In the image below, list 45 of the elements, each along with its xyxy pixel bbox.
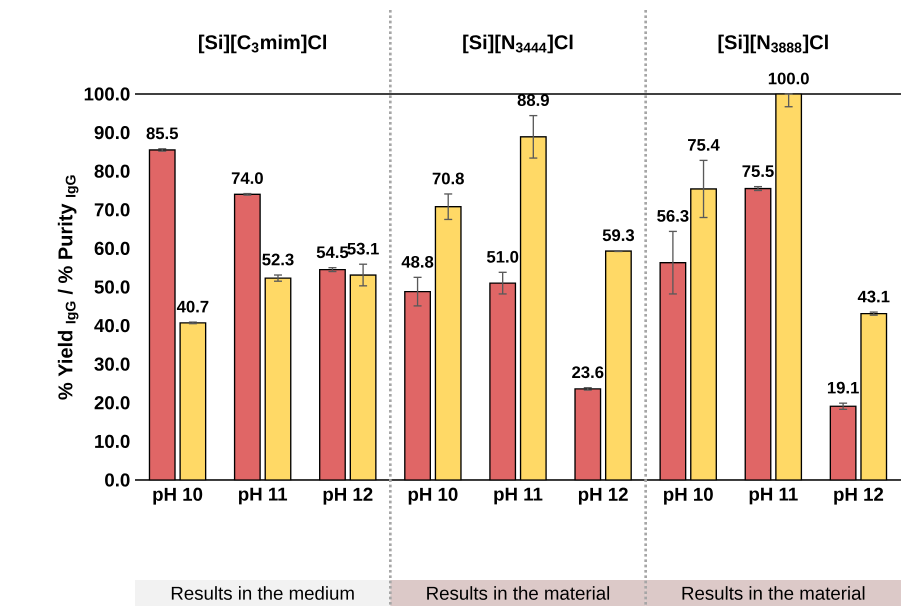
y-tick-label: 80.0	[94, 164, 130, 178]
y-axis-title: % Yield $_{IgG}$ / % Purity $_{IgG}$	[58, 175, 78, 400]
y-tick-label: 0.0	[105, 473, 130, 487]
data-label: 51.0	[486, 250, 518, 263]
x-tick-label: pH 10	[408, 488, 458, 505]
text: [Si][C$_{3}$mim]Cl	[199, 34, 326, 54]
x-tick-label: pH 10	[664, 488, 713, 505]
x-tick-label: pH 12	[578, 488, 628, 505]
y-tick-label: 10.0	[95, 434, 130, 448]
data-label: 75.4	[688, 139, 720, 151]
y-tick-label: 30.0	[94, 358, 130, 371]
x-tick-label: pH 11	[239, 488, 288, 504]
text: Results in the medium	[172, 586, 354, 600]
data-label: 56.3	[657, 210, 688, 222]
text: Results in the material	[682, 586, 864, 600]
x-tick-label: pH 11	[750, 488, 798, 504]
text: [Si][N$_{3444}$]Cl	[463, 34, 572, 54]
data-label: 40.7	[176, 300, 208, 313]
data-label: 48.8	[402, 256, 434, 268]
text: [Si][N$_{3888}$]Cl	[718, 34, 828, 54]
x-tick-label: pH 11	[494, 488, 542, 504]
data-label: 85.5	[146, 127, 178, 140]
y-tick-label: 90.0	[94, 126, 130, 140]
data-label: 88.9	[518, 94, 549, 106]
text: Results in the material	[427, 586, 610, 600]
data-label: 70.8	[432, 172, 464, 184]
data-label: 53.1	[347, 242, 379, 255]
data-label: 54.5	[316, 246, 348, 258]
data-label: 23.6	[572, 366, 604, 378]
data-label: 74.0	[232, 172, 263, 184]
y-tick-label: 60.0	[94, 242, 130, 256]
x-tick-label: pH 12	[324, 488, 372, 505]
data-label: 43.1	[858, 290, 890, 302]
data-label: 19.1	[828, 382, 859, 394]
y-tick-label: 20.0	[94, 396, 130, 410]
y-tick-label: 70.0	[94, 203, 130, 216]
y-tick-label: 50.0	[94, 280, 130, 294]
data-label: 100.0	[768, 72, 809, 84]
x-tick-label: pH 12	[834, 488, 884, 505]
x-tick-label: pH 10	[153, 488, 202, 505]
y-tick-label: 40.0	[94, 318, 130, 332]
y-tick-label: 100.0	[84, 87, 130, 101]
data-label: 59.3	[602, 229, 634, 242]
data-label: 75.5	[742, 165, 774, 178]
data-label: 52.3	[262, 254, 294, 266]
